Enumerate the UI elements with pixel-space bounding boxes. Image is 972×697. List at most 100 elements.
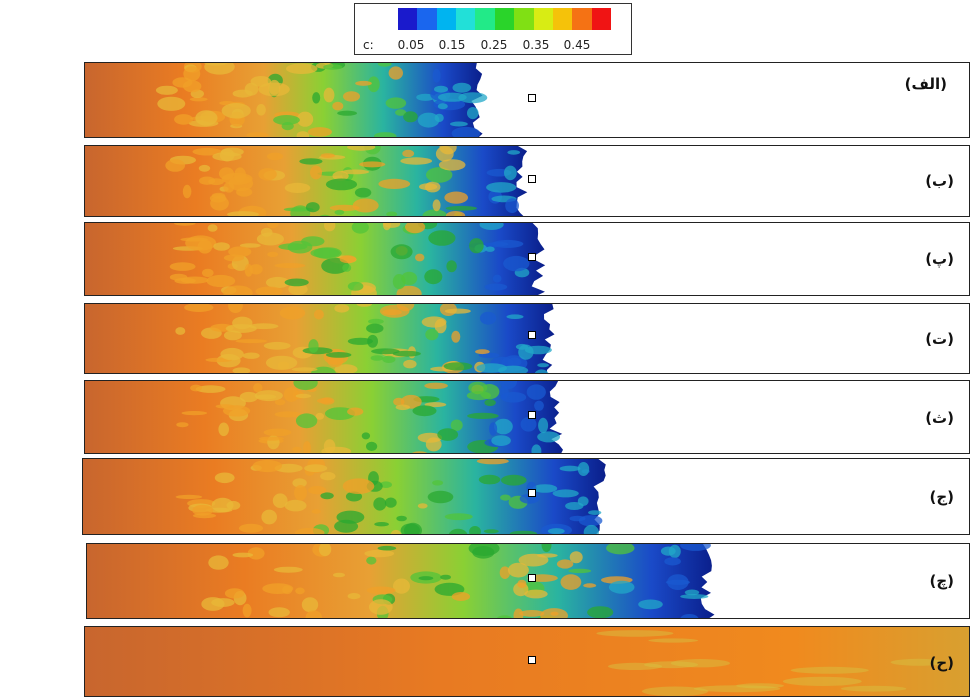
finger-blob bbox=[215, 404, 235, 409]
finger-blob bbox=[366, 441, 378, 451]
finger-blob bbox=[236, 187, 253, 197]
finger-blob bbox=[295, 587, 305, 595]
finger-blob bbox=[476, 459, 509, 465]
finger-blob bbox=[354, 187, 372, 198]
finger-blob bbox=[367, 76, 380, 93]
finger-blob bbox=[415, 253, 425, 262]
finger-blob bbox=[218, 167, 235, 180]
finger-blob bbox=[252, 459, 282, 473]
finger-blob bbox=[333, 572, 345, 578]
finger-blob bbox=[232, 552, 254, 558]
finger-blob bbox=[840, 685, 907, 692]
finger-blob bbox=[347, 146, 376, 151]
finger-blob bbox=[174, 114, 194, 125]
finger-blob bbox=[286, 63, 318, 74]
finger-blob bbox=[228, 246, 252, 257]
finger-blob bbox=[284, 278, 309, 287]
finger-blob bbox=[347, 593, 361, 600]
finger-blob bbox=[373, 497, 387, 511]
finger-blob bbox=[515, 343, 529, 350]
colorbar-swatch bbox=[475, 8, 495, 30]
finger-blob bbox=[332, 101, 344, 111]
contour-panel bbox=[84, 62, 970, 138]
finger-blob bbox=[426, 167, 453, 183]
finger-blob bbox=[311, 509, 321, 514]
finger-blob bbox=[437, 103, 448, 110]
concentration-field bbox=[87, 544, 715, 618]
fluid-region bbox=[85, 223, 546, 295]
finger-blob bbox=[334, 364, 358, 373]
finger-blob bbox=[172, 77, 193, 88]
finger-blob bbox=[382, 355, 396, 363]
finger-blob bbox=[310, 165, 322, 180]
finger-blob bbox=[307, 127, 332, 137]
finger-blob bbox=[337, 110, 357, 116]
finger-blob bbox=[448, 528, 468, 534]
finger-blob bbox=[312, 92, 321, 104]
panel-label: (پ) bbox=[925, 250, 954, 268]
finger-blob bbox=[165, 159, 186, 172]
finger-blob bbox=[198, 164, 211, 172]
finger-blob bbox=[185, 235, 217, 251]
finger-blob bbox=[396, 515, 407, 522]
finger-blob bbox=[412, 405, 437, 417]
finger-blob bbox=[228, 304, 243, 314]
finger-blob bbox=[263, 428, 292, 437]
finger-blob bbox=[424, 269, 443, 285]
finger-blob bbox=[534, 369, 549, 373]
finger-blob bbox=[491, 435, 511, 446]
finger-blob bbox=[201, 597, 225, 611]
finger-blob bbox=[386, 211, 398, 216]
finger-blob bbox=[342, 263, 352, 272]
panel-label: (ت) bbox=[925, 330, 954, 348]
panel-label: (ج) bbox=[929, 488, 954, 506]
finger-blob bbox=[272, 493, 288, 508]
finger-blob bbox=[392, 350, 421, 357]
finger-blob bbox=[403, 359, 417, 369]
finger-blob bbox=[446, 211, 466, 216]
finger-blob bbox=[507, 562, 529, 578]
finger-blob bbox=[503, 255, 530, 272]
finger-blob bbox=[424, 382, 448, 389]
finger-blob bbox=[540, 608, 568, 618]
finger-blob bbox=[238, 523, 264, 533]
finger-blob bbox=[469, 526, 481, 534]
finger-blob bbox=[292, 478, 307, 488]
finger-blob bbox=[176, 422, 189, 428]
colorbar-variable-label: c: bbox=[363, 38, 374, 52]
finger-blob bbox=[254, 390, 283, 402]
finger-blob bbox=[323, 439, 336, 453]
finger-blob bbox=[274, 411, 302, 418]
finger-blob bbox=[379, 304, 410, 318]
finger-blob bbox=[395, 109, 407, 116]
finger-blob bbox=[347, 281, 364, 291]
probe-marker bbox=[528, 489, 536, 497]
finger-blob bbox=[396, 285, 422, 295]
finger-blob bbox=[451, 592, 471, 601]
finger-blob bbox=[506, 314, 524, 319]
contour-panel bbox=[82, 458, 970, 535]
finger-blob bbox=[664, 557, 681, 566]
finger-blob bbox=[310, 248, 340, 258]
finger-blob bbox=[468, 381, 488, 394]
finger-blob bbox=[255, 286, 283, 295]
probe-marker bbox=[528, 253, 536, 261]
finger-blob bbox=[308, 339, 319, 353]
colorbar-tick: 0.15 bbox=[438, 38, 466, 52]
finger-blob bbox=[565, 502, 584, 510]
finger-blob bbox=[660, 546, 676, 556]
finger-blob bbox=[206, 274, 236, 288]
finger-blob bbox=[325, 178, 358, 191]
probe-marker bbox=[528, 411, 536, 419]
finger-blob bbox=[221, 103, 251, 119]
finger-blob bbox=[258, 168, 277, 181]
finger-blob bbox=[278, 243, 308, 251]
finger-blob bbox=[249, 264, 263, 275]
finger-blob bbox=[501, 474, 527, 486]
finger-blob bbox=[347, 407, 364, 416]
colorbar-swatch bbox=[398, 8, 418, 30]
finger-blob bbox=[247, 547, 265, 560]
finger-blob bbox=[263, 341, 291, 350]
finger-blob bbox=[204, 63, 235, 75]
finger-blob bbox=[323, 87, 335, 103]
